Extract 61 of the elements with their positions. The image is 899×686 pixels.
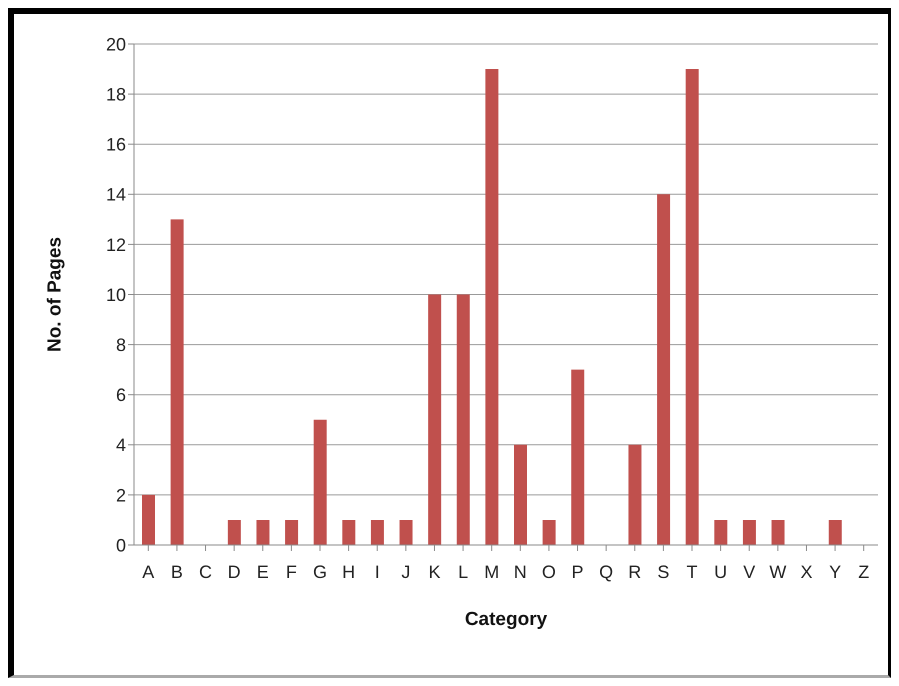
y-tick-label: 8	[116, 334, 126, 355]
bar	[256, 520, 270, 545]
x-tick-label: Z	[858, 562, 870, 582]
x-tick-label: X	[800, 562, 812, 582]
y-tick-label: 6	[116, 385, 126, 406]
x-tick-label: P	[572, 562, 584, 582]
bar	[142, 494, 155, 545]
x-tick-label: O	[542, 562, 556, 582]
bar	[514, 444, 527, 545]
x-tick-label: S	[657, 562, 670, 582]
y-tick-label: 4	[116, 435, 126, 456]
y-tick-label: 18	[106, 84, 126, 104]
bar	[285, 520, 298, 545]
bar	[485, 69, 498, 545]
x-tick-label: D	[228, 562, 241, 582]
x-tick-label: F	[286, 562, 297, 582]
y-tick-label: 14	[106, 184, 126, 205]
y-tick-label: 0	[116, 535, 126, 556]
x-tick-label: I	[374, 562, 380, 582]
bar	[456, 294, 470, 545]
x-tick-label: W	[769, 562, 786, 582]
bar	[370, 520, 384, 545]
y-tick-label: 2	[116, 485, 126, 506]
x-tick-label: T	[686, 562, 698, 582]
x-tick-label: M	[484, 562, 500, 582]
bar	[428, 294, 442, 545]
bar	[314, 420, 327, 545]
x-tick-label: N	[514, 562, 527, 582]
bar	[628, 444, 642, 545]
y-tick-label: 12	[106, 234, 126, 255]
x-tick-label: R	[628, 562, 642, 582]
bar	[170, 219, 184, 545]
bar	[772, 520, 785, 545]
y-tick-label: 20	[106, 34, 126, 54]
x-tick-label: A	[142, 562, 154, 582]
x-axis-title: Category	[464, 609, 548, 630]
bar	[342, 520, 356, 545]
x-tick-label: J	[401, 562, 410, 582]
y-axis-title: No. of Pages	[44, 236, 66, 352]
x-tick-label: E	[256, 562, 269, 582]
x-tick-label: K	[428, 562, 440, 582]
x-tick-label: U	[714, 562, 728, 582]
bar	[828, 520, 842, 545]
x-tick-label: H	[342, 562, 356, 582]
x-tick-label: Y	[829, 562, 842, 582]
bar	[714, 520, 728, 545]
x-tick-label: B	[170, 562, 183, 582]
bar	[400, 520, 413, 545]
x-tick-label: C	[199, 562, 212, 582]
y-tick-label: 16	[106, 134, 126, 155]
bar	[571, 370, 584, 545]
bar	[657, 194, 670, 545]
x-tick-label: V	[743, 562, 756, 582]
y-tick-label: 10	[106, 284, 126, 305]
x-tick-label: G	[312, 562, 328, 582]
bar	[228, 520, 241, 545]
bar	[542, 520, 556, 545]
x-tick-label: L	[458, 562, 468, 582]
bar	[686, 69, 699, 545]
bar	[742, 520, 756, 545]
x-tick-label: Q	[599, 562, 614, 582]
